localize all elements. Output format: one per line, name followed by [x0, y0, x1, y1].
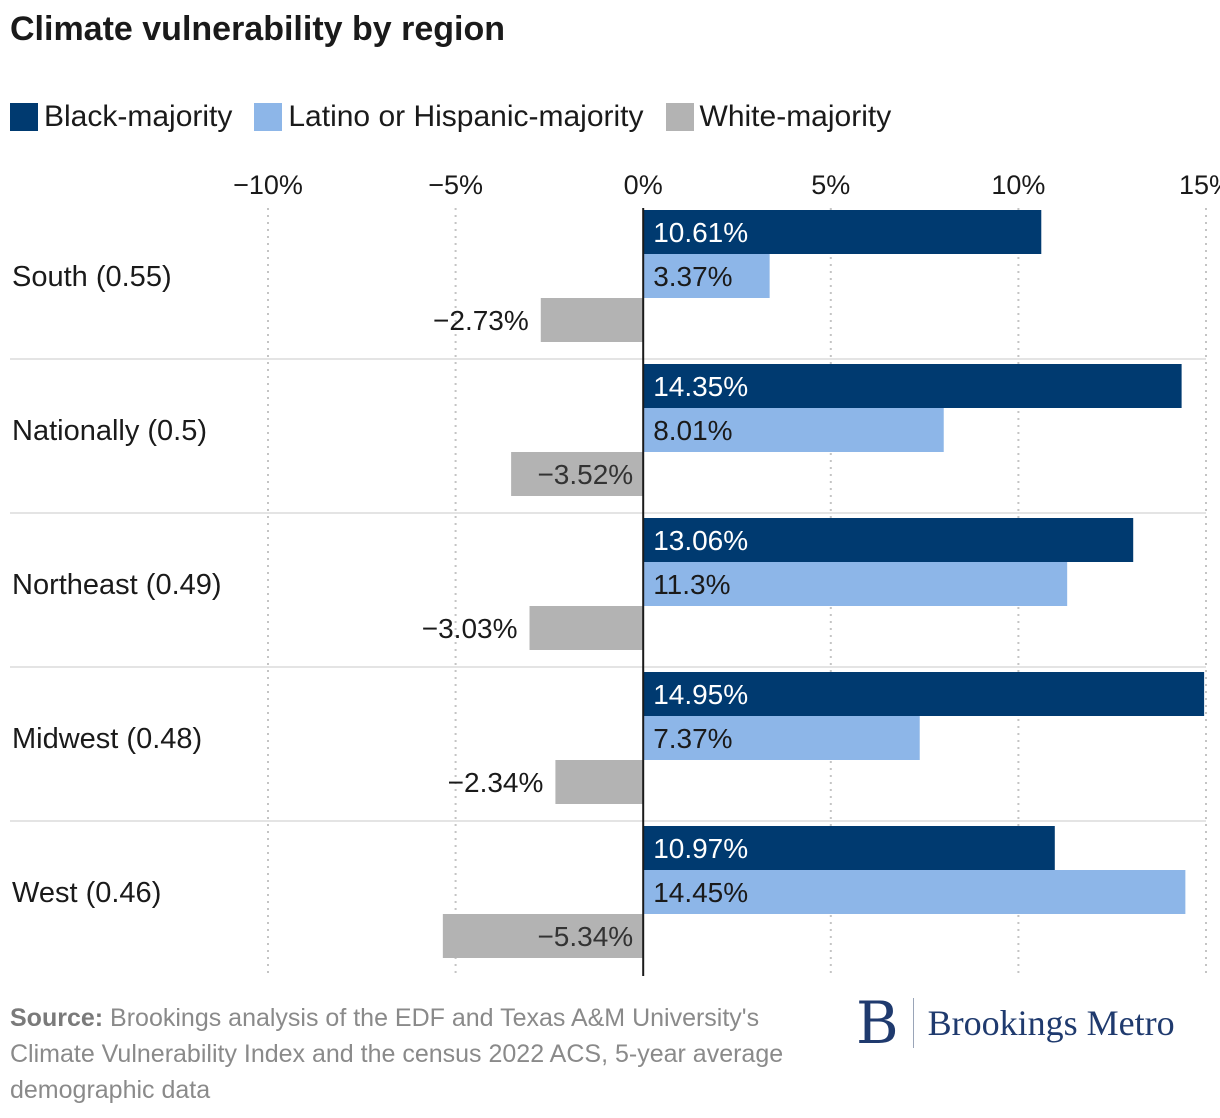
bar [643, 562, 1068, 606]
legend: Black-majority Latino or Hispanic-majori… [10, 100, 913, 134]
data-label: 3.37% [653, 261, 732, 292]
legend-label: Black-majority [44, 100, 233, 133]
x-tick-label: −10% [233, 170, 303, 200]
data-label: −3.52% [537, 459, 633, 490]
source-text: Brookings analysis of the EDF and Texas … [10, 1004, 784, 1104]
brand-divider [912, 998, 914, 1048]
legend-swatch [254, 103, 283, 131]
data-label: 14.95% [653, 679, 748, 710]
bar [529, 606, 644, 650]
source-note: Source: Brookings analysis of the EDF an… [10, 1000, 810, 1108]
data-label: 8.01% [653, 415, 732, 446]
brand-name: Brookings Metro [927, 1003, 1175, 1043]
legend-item-black-majority: Black-majority [10, 100, 232, 134]
bar [540, 298, 644, 342]
legend-item-latino-majority: Latino or Hispanic-majority [254, 100, 644, 134]
category-label: Northeast (0.49) [12, 569, 222, 601]
x-tick-label: 0% [624, 170, 663, 200]
bar [555, 760, 644, 804]
data-label: 11.3% [653, 569, 730, 600]
legend-label: Latino or Hispanic-majority [288, 100, 644, 133]
bar [643, 254, 770, 298]
x-tick-label: −5% [428, 170, 483, 200]
data-label: 7.37% [653, 723, 732, 754]
category-label: Midwest (0.48) [12, 723, 202, 755]
bar [643, 672, 1205, 716]
data-label: 14.35% [653, 371, 748, 402]
source-label: Source: [10, 1004, 104, 1032]
legend-item-white-majority: White-majority [665, 100, 892, 134]
bar [643, 408, 944, 452]
bar [442, 914, 644, 958]
data-label: 10.61% [653, 217, 748, 248]
chart-title: Climate vulnerability by region [10, 10, 506, 48]
data-label: −2.34% [448, 767, 544, 798]
x-tick-label: 15% [1179, 170, 1220, 200]
bar [643, 364, 1182, 408]
data-label: −5.34% [537, 921, 633, 952]
bar [643, 210, 1042, 254]
data-label: 14.45% [653, 877, 748, 908]
legend-swatch [10, 103, 38, 131]
bar [643, 870, 1186, 914]
x-tick-label: 10% [991, 170, 1045, 200]
data-label: −3.03% [422, 613, 518, 644]
bar-chart: −10% −5% 0% 5% 10% 15% South (0.55) 10.61% 3.37%… [10, 170, 1220, 978]
data-label: −2.73% [433, 305, 529, 336]
x-tick-label: 5% [811, 170, 850, 200]
category-label: Nationally (0.5) [12, 415, 207, 447]
bar [643, 518, 1134, 562]
category-label: South (0.55) [12, 261, 172, 293]
brand-initial: B [856, 989, 899, 1057]
legend-label: White-majority [699, 100, 892, 133]
bar [643, 716, 920, 760]
category-label: West (0.46) [12, 877, 161, 909]
bar [643, 826, 1055, 870]
data-label: 10.97% [653, 833, 748, 864]
data-label: 13.06% [653, 525, 748, 556]
brand-logo: B Brookings Metro [856, 994, 1175, 1052]
bar [511, 452, 644, 496]
legend-swatch [665, 103, 694, 131]
